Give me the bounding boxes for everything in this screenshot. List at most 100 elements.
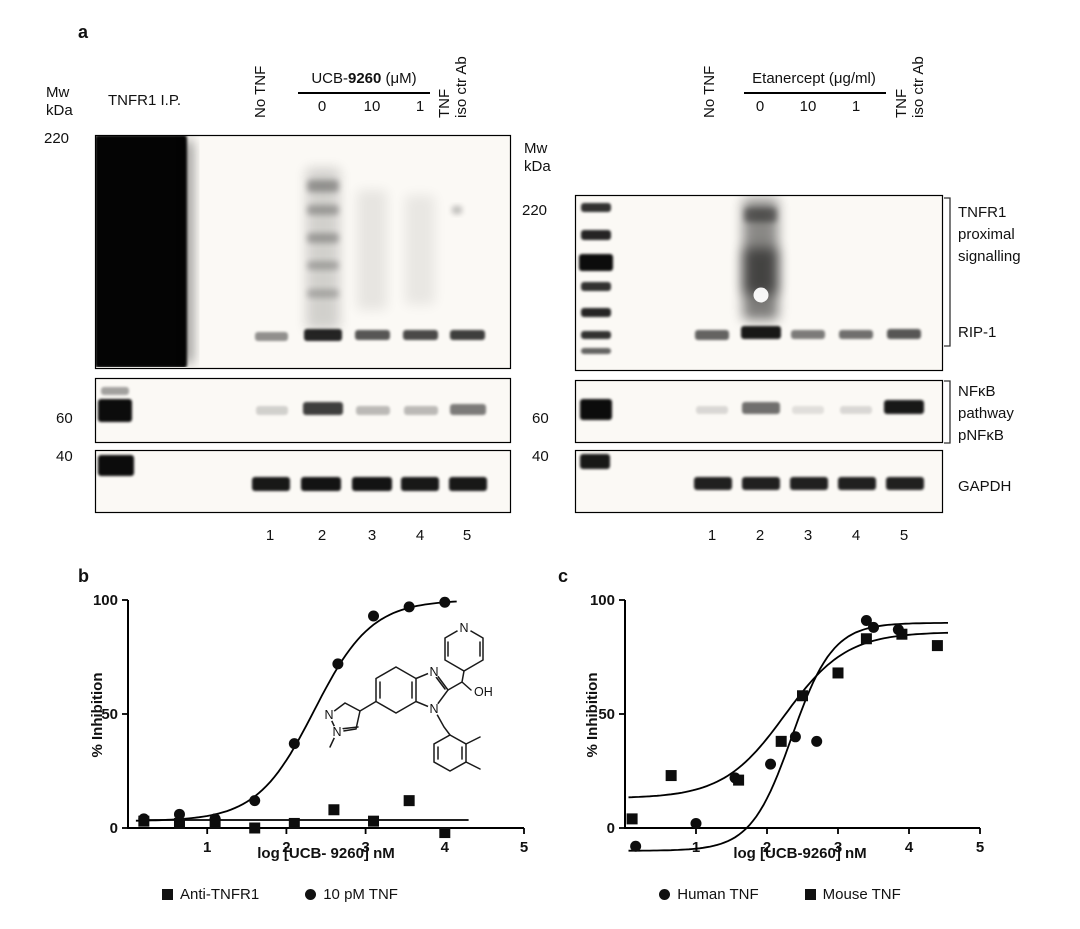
- marker-220-right: 220: [522, 202, 548, 219]
- treatment-header-right: Etanercept (μg/ml): [752, 70, 876, 87]
- blot-band: [98, 455, 134, 476]
- blot-band: [450, 404, 486, 415]
- right-mid-blot-panel-bands: [580, 399, 924, 420]
- data-point-anti-tnfr1: [173, 817, 185, 829]
- mw-kda-label-left: Mw kDa: [46, 84, 73, 119]
- blot-band: [581, 331, 611, 339]
- blot-band: [307, 233, 339, 243]
- legend-item-human-tnf: Human TNF: [659, 886, 759, 903]
- n-atom-label: N: [459, 621, 468, 635]
- data-point-anti-tnfr1: [439, 827, 451, 839]
- marker-60-left: 60: [56, 410, 73, 427]
- data-point-mouse-tnf: [733, 774, 745, 786]
- dose-0-right: 0: [755, 98, 765, 115]
- x-tick-label: 2: [763, 839, 771, 856]
- data-point-human-tnf: [765, 758, 777, 770]
- blot-band: [790, 477, 828, 490]
- panel-c-label: c: [558, 566, 569, 586]
- treatment-header-left: UCB-9260 (μM): [294, 70, 434, 88]
- treatment-units: (μM): [381, 70, 417, 87]
- dose-0-left: 0: [317, 98, 327, 115]
- bracket-proximal-signalling: [944, 197, 951, 347]
- blot-band: [450, 330, 485, 340]
- blot-band: [694, 477, 732, 490]
- lane-number: 2: [317, 527, 327, 544]
- blot-band: [96, 136, 187, 367]
- blot-band: [792, 406, 824, 414]
- blot-band: [741, 326, 781, 339]
- lane-number: 2: [755, 527, 765, 544]
- data-point-mouse-tnf: [832, 667, 844, 679]
- y-tick-label: 100: [93, 592, 118, 609]
- data-point-mouse-tnf: [665, 770, 677, 782]
- blot-band: [581, 348, 611, 354]
- col-label-no-tnf-left: No TNF: [252, 65, 269, 118]
- blot-band: [356, 406, 390, 415]
- blot-band: [307, 289, 339, 298]
- data-point-10-pm-tnf: [332, 658, 344, 670]
- marker-220-left: 220: [44, 130, 70, 147]
- treatment-prefix: UCB-: [311, 70, 348, 87]
- blot-band: [255, 332, 288, 341]
- blot-band: [839, 330, 873, 339]
- blot-band: [838, 477, 876, 490]
- blot-band: [581, 203, 611, 212]
- molecule-bonds: [328, 626, 484, 772]
- x-tick-label: 1: [692, 839, 700, 856]
- x-tick-label: 1: [203, 839, 211, 856]
- blot-band: [403, 330, 438, 340]
- data-point-human-tnf: [789, 731, 801, 743]
- blot-white-spot: [753, 287, 769, 303]
- data-point-anti-tnfr1: [288, 817, 300, 829]
- right-bottom-blot-panel-bands: [580, 454, 924, 490]
- dose-10-left: 10: [363, 98, 381, 115]
- panel-b-label: b: [78, 566, 89, 586]
- x-tick-label: 4: [441, 839, 450, 856]
- fit-curve-human-tnf: [628, 622, 948, 852]
- legend-label: Human TNF: [677, 886, 759, 903]
- annotation-rip1: RIP-1: [958, 324, 997, 341]
- x-tick-label: 2: [282, 839, 290, 856]
- marker-40-left: 40: [56, 448, 73, 465]
- data-point-mouse-tnf: [860, 633, 872, 645]
- blot-band: [355, 330, 390, 340]
- blot-band: [452, 206, 462, 214]
- blot-band: [887, 329, 921, 339]
- treatment-underline-right: [744, 92, 886, 94]
- y-axis-title-c: % Inhibition: [584, 672, 601, 758]
- oh-label: OH: [474, 685, 493, 699]
- y-axis-title-b: % Inhibition: [89, 672, 106, 758]
- data-point-human-tnf: [868, 621, 879, 633]
- dose-1-left: 1: [415, 98, 425, 115]
- col-label-iso-ctrl-left: TNF iso ctr Ab: [436, 56, 470, 118]
- blot-band: [307, 180, 339, 192]
- mw-kda-label-right: Mw kDa: [524, 140, 551, 175]
- blot-band: [744, 208, 777, 222]
- x-tick-label: 4: [905, 839, 914, 856]
- y-tick-label: 100: [590, 592, 615, 609]
- data-point-10-pm-tnf: [249, 795, 261, 807]
- data-point-10-pm-tnf: [403, 601, 415, 613]
- blot-band: [581, 282, 611, 291]
- lane-number: 1: [707, 527, 717, 544]
- col-label-no-tnf-right: No TNF: [701, 65, 718, 118]
- legend-b: Anti-TNFR1 10 pM TNF: [105, 886, 455, 903]
- legend-item-mouse-tnf: Mouse TNF: [804, 886, 901, 903]
- blot-band: [304, 329, 342, 341]
- bracket-nfkb-pathway: [944, 380, 951, 444]
- legend-label: 10 pM TNF: [323, 886, 398, 903]
- blot-band: [884, 400, 924, 414]
- x-tick-label: 3: [834, 839, 842, 856]
- left-bottom-blot-panel-bands: [98, 455, 487, 491]
- x-tick-label: 3: [361, 839, 369, 856]
- blot-band: [101, 387, 129, 395]
- western-blot-graphics: [94, 134, 951, 514]
- tnfr1-ip-label: TNFR1 I.P.: [108, 92, 182, 109]
- data-point-mouse-tnf: [626, 813, 638, 825]
- data-point-10-pm-tnf: [288, 738, 300, 750]
- blot-band: [252, 477, 290, 491]
- dose-10-right: 10: [799, 98, 817, 115]
- blot-band: [791, 330, 825, 339]
- blot-band: [306, 168, 340, 330]
